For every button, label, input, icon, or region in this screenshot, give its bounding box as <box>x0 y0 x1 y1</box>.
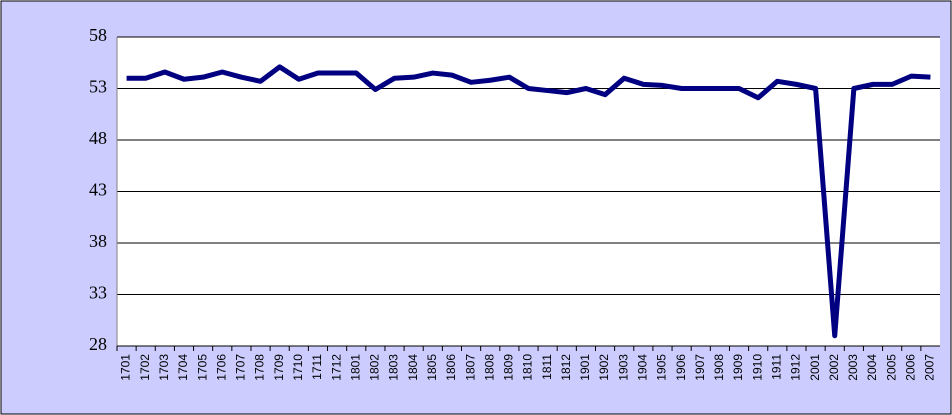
y-tick-label: 33 <box>89 283 107 303</box>
x-tick-label: 1912 <box>789 354 803 381</box>
line-series <box>126 64 931 339</box>
x-tick-label: 1709 <box>272 354 286 381</box>
x-tick-label: 1710 <box>291 354 305 381</box>
x-tick-label: 1706 <box>214 354 228 381</box>
x-tick-label: 1804 <box>406 354 420 381</box>
x-tick-label: 1905 <box>655 354 669 381</box>
y-tick-label: 53 <box>89 77 107 97</box>
x-tick-label: 1909 <box>731 354 745 381</box>
y-tick-label: 43 <box>89 180 107 200</box>
x-tick-label: 1901 <box>578 354 592 381</box>
x-tick-label: 1701 <box>119 354 133 381</box>
x-tick-label: 2005 <box>884 354 898 381</box>
x-tick-label: 2004 <box>865 354 879 381</box>
x-tick-label: 1801 <box>348 354 362 381</box>
y-tick-label: 38 <box>89 231 107 251</box>
x-tick-label: 1711 <box>310 354 324 380</box>
x-tick-label: 1902 <box>597 354 611 381</box>
x-tick-label: 2002 <box>827 354 841 381</box>
x-tick-label: 1802 <box>368 354 382 381</box>
x-tick-label: 1705 <box>195 354 209 381</box>
x-tick-label: 1806 <box>444 354 458 381</box>
x-tick-label: 2007 <box>923 354 937 381</box>
x-tick-label: 1812 <box>559 354 573 381</box>
x-tick-label: 1703 <box>157 354 171 381</box>
x-tick-label: 1712 <box>329 354 343 381</box>
x-tick-label: 1811 <box>540 354 554 380</box>
x-tick-label: 1903 <box>616 354 630 381</box>
y-tick-label: 58 <box>89 25 107 45</box>
x-tick-label: 1810 <box>521 354 535 381</box>
x-tick-label: 1808 <box>482 354 496 381</box>
x-tick-label: 1805 <box>425 354 439 381</box>
x-tick-label: 1904 <box>636 354 650 381</box>
x-tick-label: 2001 <box>808 354 822 381</box>
y-tick-label: 28 <box>89 334 107 354</box>
x-tick-label: 1707 <box>234 354 248 381</box>
x-tick-label: 1906 <box>674 354 688 381</box>
y-tick-label: 48 <box>89 128 107 148</box>
x-tick-label: 1807 <box>463 354 477 381</box>
x-tick-label: 1809 <box>502 354 516 381</box>
x-tick-label: 1907 <box>693 354 707 381</box>
x-tick-label: 2006 <box>903 354 917 381</box>
x-tick-label: 1702 <box>138 354 152 381</box>
x-tick-label: 1910 <box>750 354 764 381</box>
x-tick-label: 1708 <box>253 354 267 381</box>
x-tick-label: 1803 <box>387 354 401 381</box>
x-tick-label: 1704 <box>176 354 190 381</box>
x-tick-label: 2003 <box>846 354 860 381</box>
x-tick-label: 1908 <box>712 354 726 381</box>
x-tick-label: 1911 <box>769 354 783 380</box>
